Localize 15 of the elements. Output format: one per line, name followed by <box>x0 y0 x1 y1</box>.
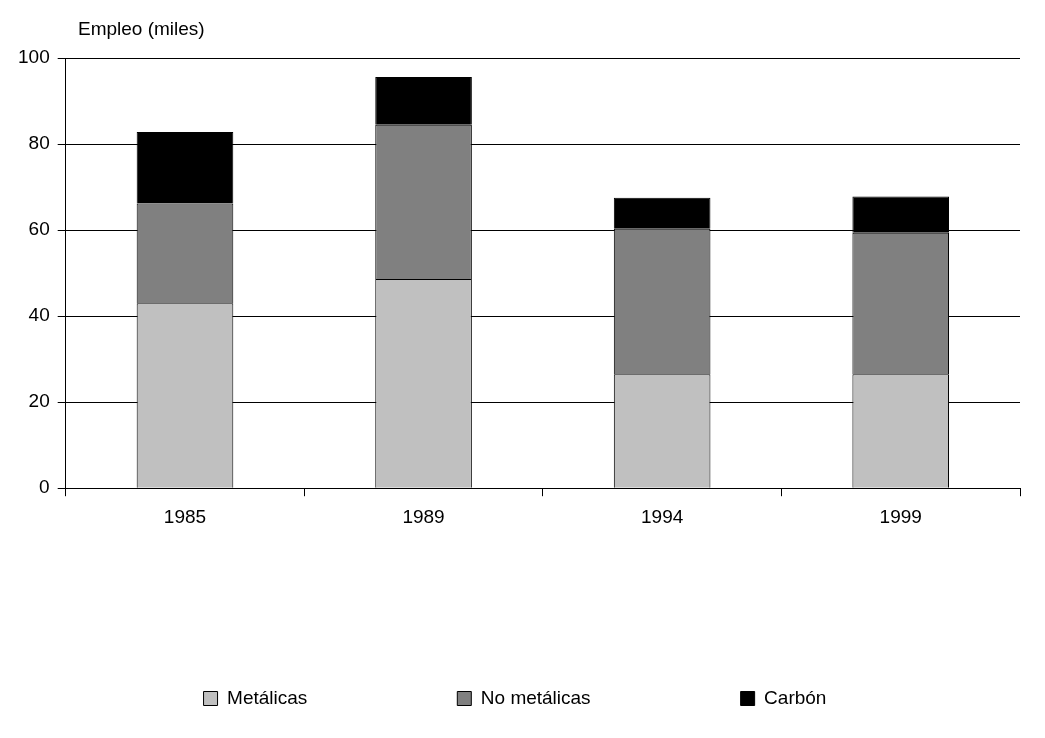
y-tick-label: 40 <box>28 304 50 326</box>
legend-label: Metálicas <box>227 686 308 708</box>
x-tick-label: 1994 <box>641 505 684 527</box>
y-tick-label: 0 <box>39 476 50 498</box>
y-tick-label: 100 <box>18 46 50 68</box>
x-tick-label: 1989 <box>402 505 445 527</box>
x-tick-label: 1985 <box>163 505 207 527</box>
y-tick-label: 80 <box>28 132 50 154</box>
bar <box>375 76 472 125</box>
legend-label: Carbón <box>764 686 827 708</box>
y-tick-label: 60 <box>28 218 50 240</box>
legend-label: No metálicas <box>480 686 591 708</box>
x-tick-label: 1999 <box>879 505 922 527</box>
y-tick-label: 20 <box>28 390 50 412</box>
y-axis-title: Empleo (miles) <box>78 18 205 40</box>
